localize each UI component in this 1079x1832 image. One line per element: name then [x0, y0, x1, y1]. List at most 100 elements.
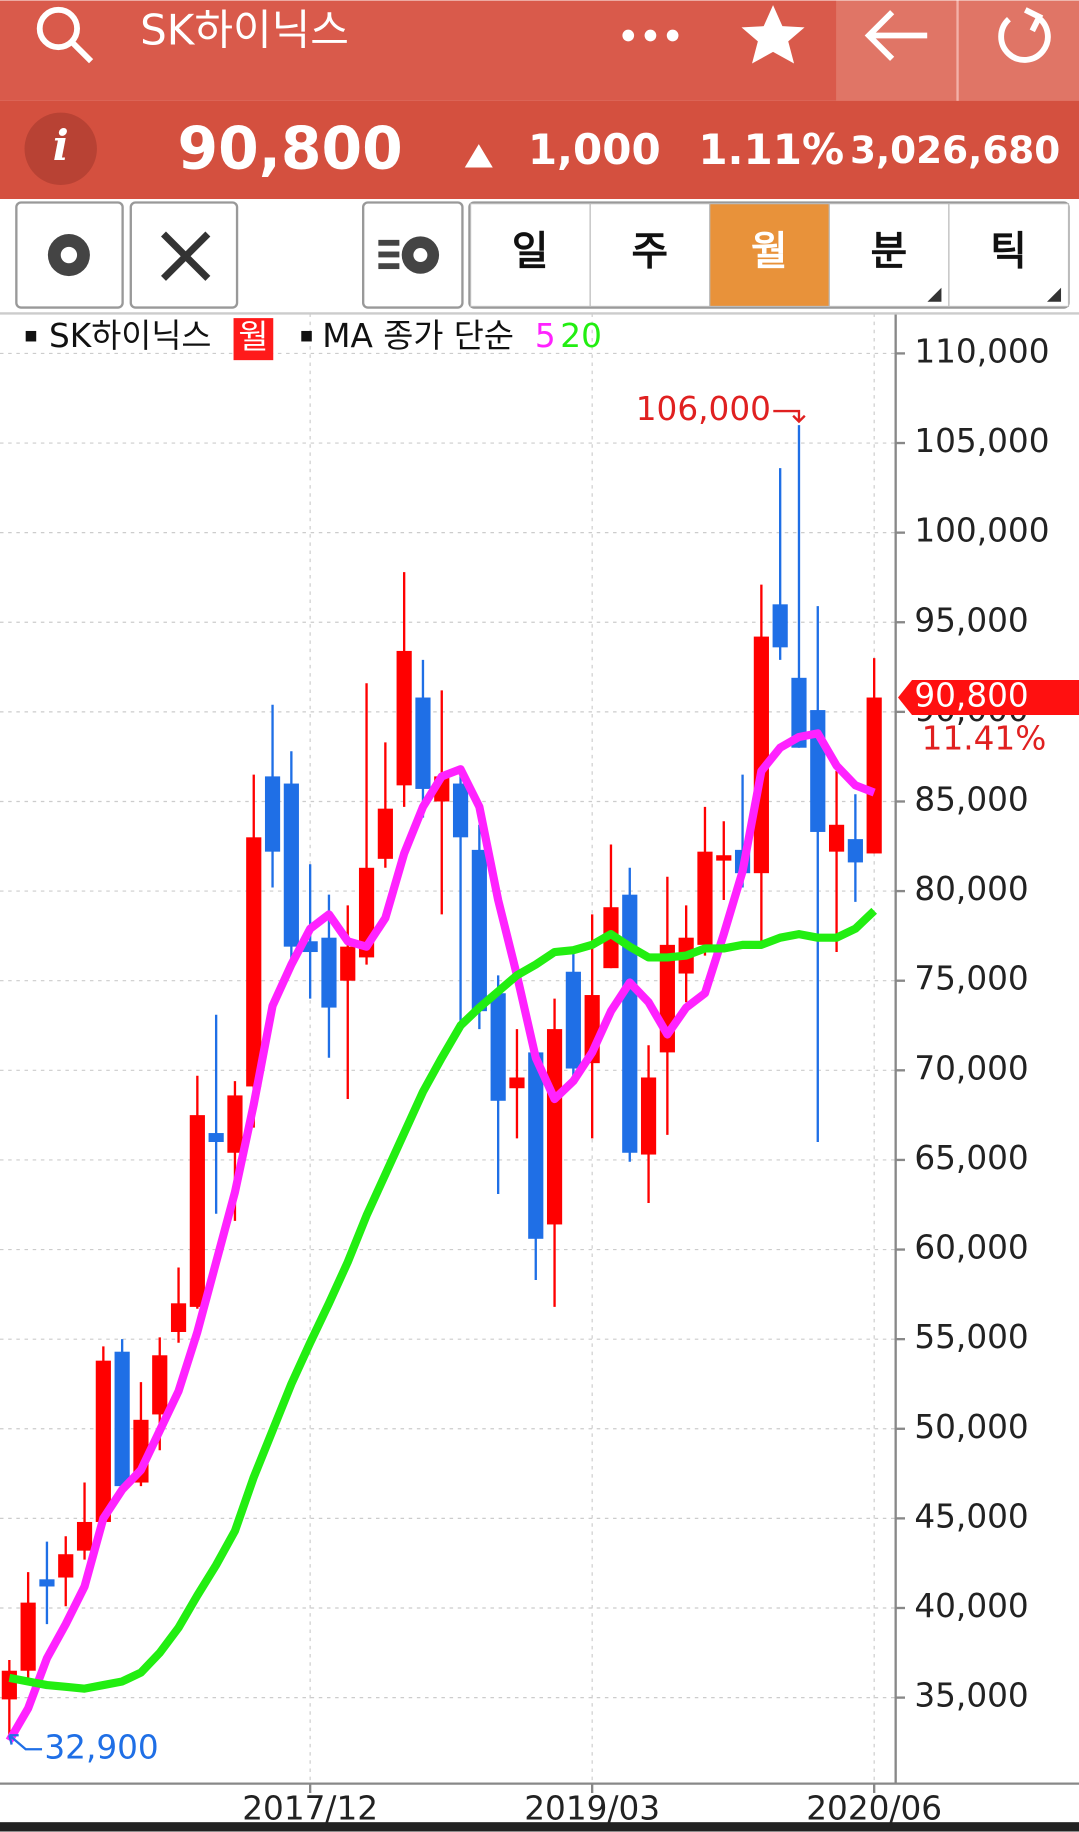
back-icon[interactable]: [864, 10, 928, 61]
moving-average-line: [8, 907, 877, 1693]
candle-body: [76, 1521, 93, 1551]
candle-body: [227, 1095, 243, 1153]
candle-body: [20, 1602, 36, 1671]
y-tick-label: 110,000: [914, 332, 1049, 370]
low-annotation: 32,900: [44, 1728, 158, 1766]
y-tick-label: 70,000: [914, 1049, 1028, 1087]
period-tab[interactable]: [470, 203, 591, 308]
last-price-tag: [897, 680, 1079, 716]
legend-ma: MA 종가 단순: [322, 317, 514, 355]
y-tick-label: 65,000: [914, 1139, 1028, 1177]
legend-ma-period: 5: [535, 317, 556, 355]
candle-body: [283, 783, 299, 947]
y-tick-label: 35,000: [914, 1677, 1028, 1715]
period-tab-label[interactable]: 일: [512, 228, 549, 274]
change-percent: 1.11%: [698, 125, 844, 174]
y-tick-label: 80,000: [914, 870, 1028, 908]
y-tick-label: 85,000: [914, 780, 1028, 818]
y-tick-label: 60,000: [914, 1229, 1028, 1267]
change-rate-label: 11.41%: [922, 720, 1047, 758]
period-tab-label[interactable]: 월: [751, 228, 788, 274]
candle-body: [39, 1579, 55, 1587]
x-tick-label: 2020/06: [806, 1789, 942, 1827]
more-icon[interactable]: [622, 29, 679, 42]
candle-body: [640, 1077, 657, 1155]
period-tab[interactable]: [828, 203, 950, 308]
candle-body: [415, 697, 431, 789]
y-tick-label: 95,000: [914, 601, 1028, 639]
candle-body: [321, 937, 337, 1008]
candle-body: [377, 808, 393, 859]
candle-body: [565, 971, 581, 1069]
high-arrow: [773, 409, 806, 424]
candle-body: [490, 993, 506, 1101]
x-tick-label: 2019/03: [524, 1789, 660, 1827]
price-bar: [0, 100, 1079, 200]
candle-body: [697, 851, 713, 945]
info-button[interactable]: [24, 112, 97, 185]
tools-icon: [161, 231, 211, 281]
period-tab-label[interactable]: 분: [871, 228, 908, 274]
y-tick-label: 55,000: [914, 1318, 1028, 1356]
candle-body: [170, 1303, 187, 1332]
legend-marker: [25, 330, 37, 342]
y-tick-label: 100,000: [914, 512, 1049, 550]
candle-body: [716, 855, 732, 861]
period-tab[interactable]: [589, 203, 711, 308]
star-icon[interactable]: [741, 5, 805, 64]
candle-body: [302, 941, 318, 953]
legend-series: SK하이닉스: [49, 317, 211, 355]
candle-body: [528, 1052, 544, 1239]
current-price: 90,800: [177, 114, 402, 182]
candle-body: [264, 776, 281, 852]
stock-title[interactable]: SK하이닉스: [140, 6, 349, 55]
candle-body: [58, 1554, 74, 1578]
candle-body: [95, 1360, 111, 1522]
y-tick-label: 40,000: [914, 1587, 1028, 1625]
moving-average-line: [5, 729, 876, 1743]
search-icon[interactable]: [36, 6, 94, 64]
candle-body: [246, 837, 262, 1087]
candle-body: [152, 1355, 168, 1415]
candle-body: [452, 783, 469, 838]
gear-icon: [47, 234, 90, 277]
up-triangle: [464, 144, 493, 168]
legend-ma-period: 20: [560, 317, 602, 355]
candle-body: [772, 604, 788, 648]
low-arrow: [8, 1734, 43, 1751]
indicator-icon: [378, 236, 440, 274]
candle-body: [866, 697, 882, 854]
price-change: 1,000: [528, 125, 661, 174]
info-icon[interactable]: i: [53, 121, 69, 170]
candle-body: [509, 1077, 525, 1089]
candle-body: [189, 1115, 205, 1307]
candle-body: [791, 677, 807, 748]
candle-body: [847, 839, 863, 863]
candle-body: [396, 650, 412, 786]
candle-body: [828, 824, 845, 852]
period-badge: [233, 318, 274, 361]
candle-body: [340, 946, 356, 981]
refresh-icon[interactable]: [998, 7, 1051, 63]
legend-marker: [301, 330, 312, 342]
high-annotation: 106,000: [636, 390, 771, 428]
period-tab[interactable]: [948, 203, 1070, 308]
period-tab-label[interactable]: 주: [631, 228, 668, 274]
candle-body: [810, 710, 826, 832]
last-price-label: 90,800: [914, 677, 1028, 715]
x-tick-label: 2017/12: [242, 1789, 378, 1827]
period-tab-label[interactable]: 틱: [990, 228, 1027, 274]
candle-body: [622, 894, 638, 1153]
y-tick-label: 75,000: [914, 960, 1028, 998]
y-tick-label: 105,000: [914, 422, 1049, 460]
candle-body: [546, 1029, 563, 1225]
candle-body: [114, 1351, 130, 1487]
y-tick-label: 50,000: [914, 1408, 1028, 1446]
period-tab[interactable]: [709, 203, 830, 308]
candle-body: [753, 636, 769, 874]
candle-body: [208, 1133, 224, 1143]
bottom-edge: [0, 1822, 1079, 1832]
volume: 3,026,680: [850, 128, 1060, 172]
period-badge-text: 월: [238, 318, 268, 356]
